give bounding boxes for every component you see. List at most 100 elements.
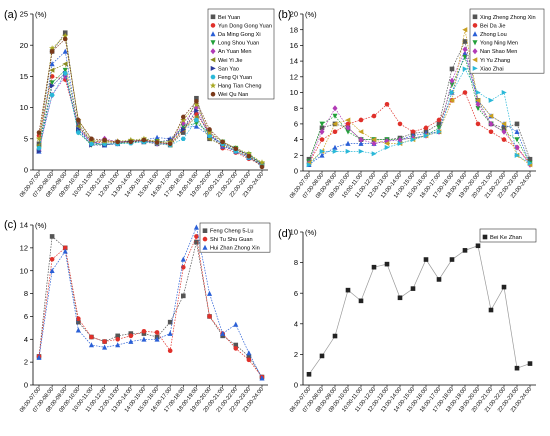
- data-point: [371, 137, 377, 143]
- y-tick-label: 14: [20, 221, 28, 230]
- data-point: [115, 342, 121, 348]
- data-point: [501, 125, 507, 131]
- data-point: [102, 344, 108, 350]
- legend-label: Da Ming Gong Xi: [218, 32, 261, 38]
- legend-marker: [209, 82, 217, 89]
- data-point: [488, 113, 494, 119]
- legend-label: Shi Tu Shu Guan: [210, 237, 253, 243]
- data-point: [475, 121, 481, 127]
- data-point: [246, 357, 252, 363]
- panel-label: (c): [4, 219, 17, 231]
- y-axis-unit: (%): [35, 221, 47, 230]
- data-point: [319, 121, 325, 127]
- data-point: [193, 123, 199, 129]
- series-line: [38, 38, 263, 168]
- data-point: [193, 224, 199, 230]
- data-point: [154, 140, 160, 145]
- data-point: [384, 101, 390, 107]
- y-tick-label: 2: [24, 358, 28, 367]
- data-point: [397, 121, 403, 127]
- data-point: [449, 66, 455, 72]
- series-0: [36, 234, 265, 380]
- data-point: [167, 348, 173, 354]
- data-point: [75, 123, 81, 129]
- data-point: [62, 32, 69, 39]
- data-point: [62, 248, 68, 254]
- data-point: [332, 333, 338, 339]
- data-point: [436, 125, 442, 131]
- legend-marker: [202, 236, 208, 242]
- data-point: [501, 284, 507, 290]
- y-tick-label: 10: [20, 266, 28, 275]
- legend-label: Bei Yuan: [218, 15, 240, 21]
- data-point: [462, 39, 468, 44]
- data-point: [501, 89, 507, 96]
- data-point: [358, 298, 364, 304]
- series-line: [308, 91, 531, 164]
- data-point: [167, 141, 173, 147]
- data-point: [462, 50, 468, 56]
- legend-label: Yong Ning Men: [480, 41, 518, 47]
- data-point: [345, 129, 351, 135]
- data-point: [180, 130, 186, 135]
- data-point: [501, 121, 507, 127]
- legend: Feng Cheng 5-Lu Shi Tu Shu Guan Hui Zhan Z…: [199, 222, 271, 253]
- y-tick-label: 15: [20, 72, 28, 81]
- data-point: [332, 144, 338, 150]
- data-point: [167, 330, 173, 336]
- data-point: [76, 319, 81, 325]
- data-point: [462, 66, 468, 72]
- data-point: [76, 117, 81, 123]
- data-point: [358, 140, 364, 146]
- data-point: [141, 137, 147, 143]
- legend-marker: [210, 23, 216, 28]
- data-point: [76, 316, 81, 322]
- data-point: [527, 156, 533, 162]
- data-point: [436, 117, 442, 123]
- data-point: [527, 361, 533, 366]
- legend-label: Nan Shao Men: [480, 49, 517, 55]
- data-point: [514, 365, 520, 371]
- data-point: [488, 120, 494, 127]
- data-point: [501, 137, 507, 142]
- legend: Bei Ke Zhan: [479, 228, 537, 243]
- data-point: [384, 138, 390, 145]
- data-point: [358, 136, 364, 143]
- data-point: [306, 162, 312, 168]
- legend-label: Feng Qi Yuan: [218, 75, 252, 81]
- legend-label: Feng Cheng 5-Lu: [210, 229, 254, 235]
- data-point: [193, 101, 200, 108]
- data-point: [358, 148, 364, 154]
- y-tick-label: 0: [294, 167, 298, 176]
- data-point: [102, 339, 107, 344]
- data-point: [462, 46, 468, 53]
- series-1: [306, 90, 533, 166]
- data-point: [475, 101, 481, 108]
- data-point: [89, 334, 94, 340]
- legend-label: San Yao: [218, 66, 239, 72]
- data-point: [488, 307, 494, 313]
- data-point: [75, 130, 81, 135]
- y-tick-label: 12: [20, 243, 28, 252]
- data-point: [475, 243, 481, 249]
- data-point: [449, 82, 455, 88]
- y-tick-label: 8: [24, 289, 28, 298]
- data-point: [141, 328, 147, 334]
- data-point: [371, 151, 377, 157]
- data-point: [62, 48, 68, 54]
- data-point: [246, 350, 252, 356]
- data-point: [49, 67, 55, 73]
- data-point: [306, 371, 312, 377]
- data-point: [49, 256, 55, 262]
- data-point: [345, 287, 351, 293]
- data-point: [233, 342, 239, 348]
- data-point: [475, 105, 481, 111]
- legend-marker: [210, 57, 216, 63]
- y-tick-label: 16: [290, 41, 298, 50]
- series-line: [308, 48, 531, 165]
- legend-marker: [210, 65, 216, 71]
- data-point: [102, 137, 107, 143]
